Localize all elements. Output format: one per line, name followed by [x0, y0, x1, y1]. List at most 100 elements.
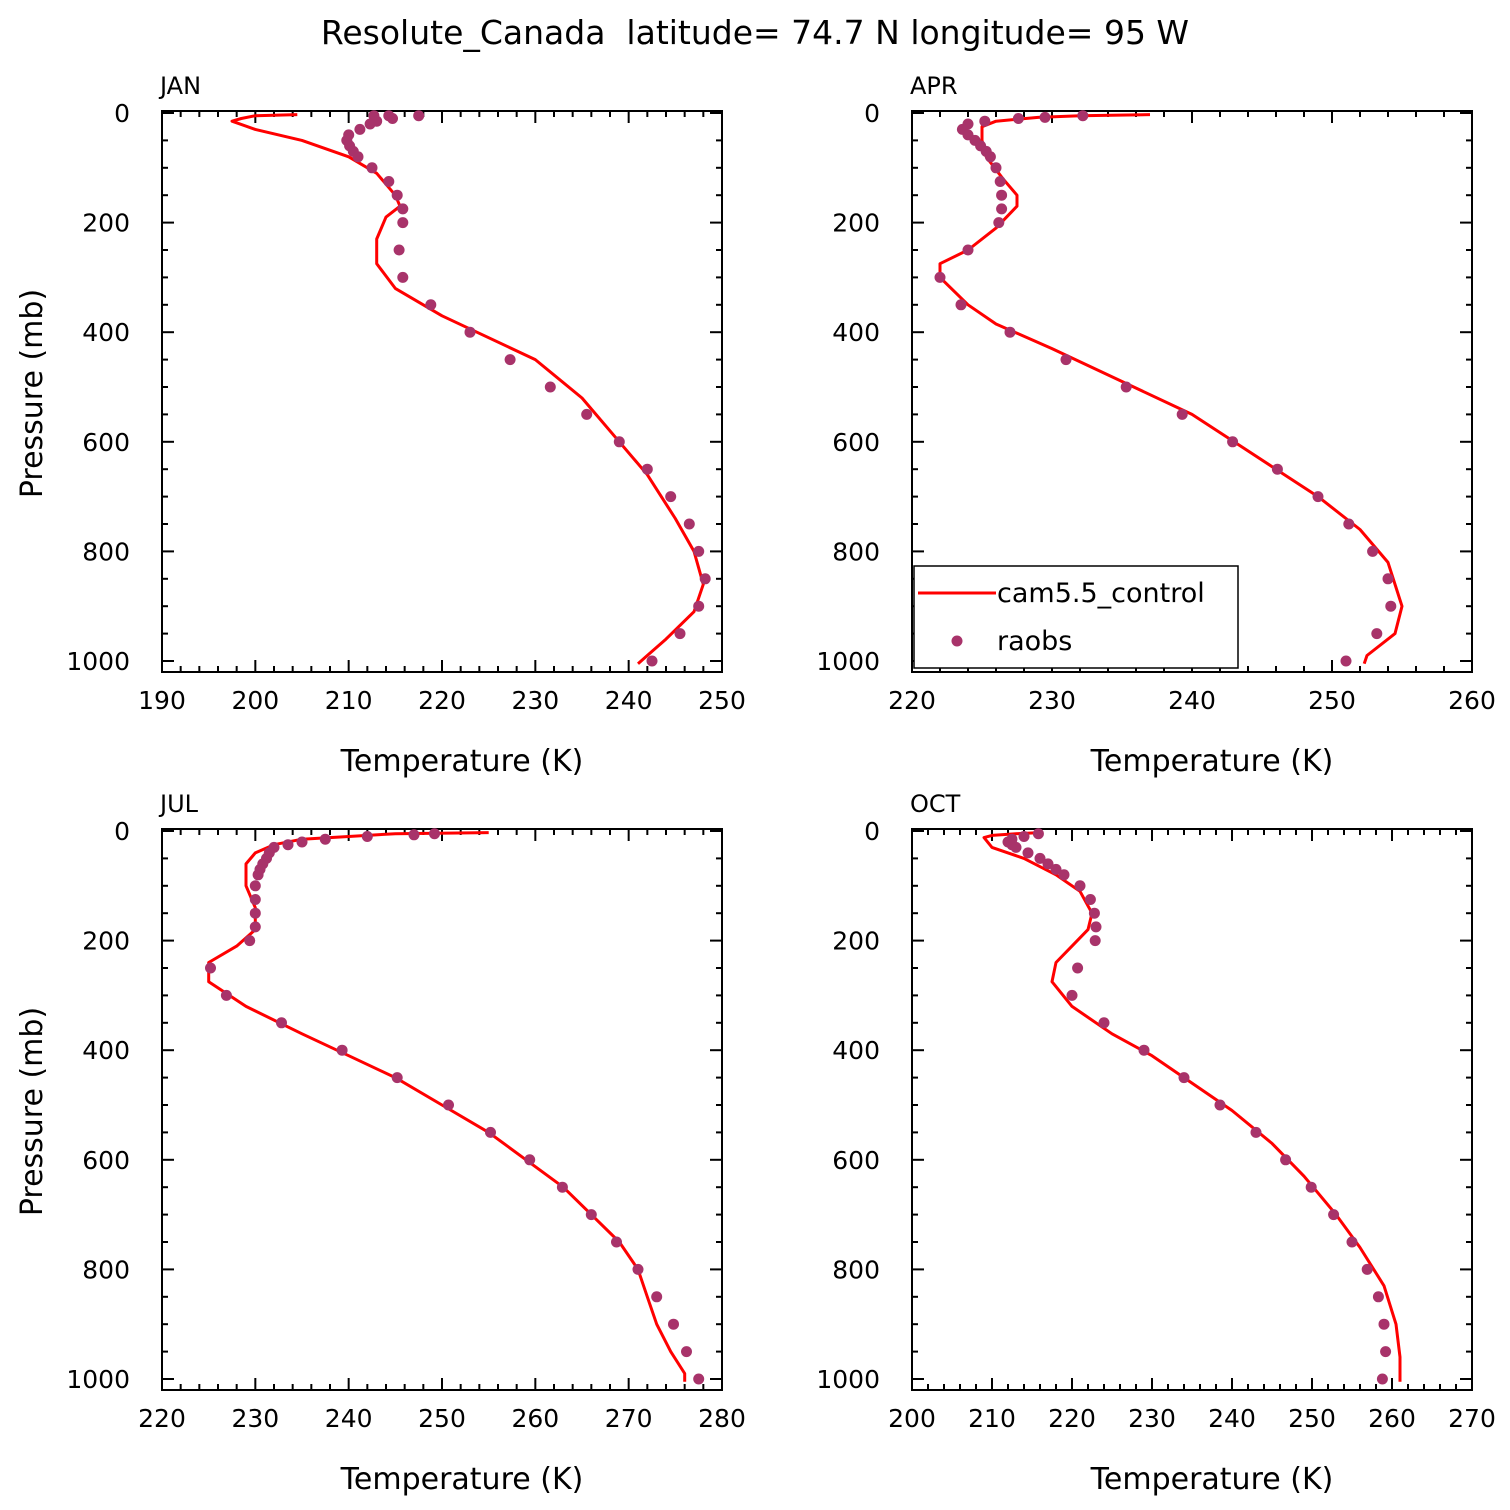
- x-tick-label: 250: [1288, 1404, 1336, 1433]
- x-tick-label: 250: [698, 686, 746, 715]
- obs-point: [352, 151, 364, 163]
- x-tick-label: 240: [1208, 1404, 1256, 1433]
- obs-point: [1178, 1072, 1190, 1084]
- obs-point: [220, 989, 232, 1001]
- y-tick-label: 1000: [816, 647, 880, 676]
- obs-point: [524, 1154, 536, 1166]
- x-tick-label: 220: [888, 686, 936, 715]
- obs-point: [1004, 326, 1016, 338]
- x-tick-label: 210: [968, 1404, 1016, 1433]
- x-tick-label: 270: [1448, 1404, 1496, 1433]
- obs-point: [391, 1072, 403, 1084]
- x-tick-label: 200: [888, 1404, 936, 1433]
- legend-box: [913, 565, 1239, 669]
- obs-point: [955, 299, 967, 311]
- panel-label: JUL: [158, 790, 199, 818]
- y-axis-title: Pressure (mb): [15, 1007, 50, 1216]
- y-tick-label: 200: [832, 927, 880, 956]
- obs-point: [632, 1263, 644, 1275]
- x-tick-label: 230: [1028, 686, 1076, 715]
- obs-point: [1271, 463, 1283, 475]
- y-tick-label: 800: [832, 1255, 880, 1284]
- chart-panel-apr: 220 230 240 250 260 0 200 400 600 800 1000 APR Tempe…: [816, 72, 1495, 779]
- obs-point: [1376, 1373, 1388, 1385]
- x-tick-label: 220: [418, 686, 466, 715]
- obs-point: [1032, 828, 1044, 840]
- x-tick-label: 260: [1368, 1404, 1416, 1433]
- obs-point: [296, 836, 308, 848]
- legend-label-obs: raobs: [997, 626, 1072, 657]
- obs-point: [1010, 841, 1022, 853]
- chart-panel-jan: 190 200 210 220 230 240 250 0 200 400 600 800 1000 JA…: [15, 72, 746, 779]
- obs-point: [699, 573, 711, 585]
- x-tick-label: 230: [1128, 1404, 1176, 1433]
- obs-point: [1340, 655, 1352, 667]
- obs-point: [1385, 600, 1397, 612]
- obs-point: [1077, 110, 1089, 122]
- obs-point: [668, 1318, 679, 1330]
- obs-point: [585, 1209, 597, 1221]
- obs-point: [282, 839, 294, 851]
- panel-label: APR: [910, 72, 958, 100]
- y-tick-label: 200: [82, 927, 130, 956]
- panel-label: OCT: [910, 790, 961, 818]
- y-tick-label: 400: [832, 1036, 880, 1065]
- x-tick-label: 220: [138, 1404, 186, 1433]
- obs-point: [1088, 907, 1100, 919]
- obs-point: [1072, 962, 1084, 974]
- obs-point: [205, 962, 216, 974]
- obs-point: [249, 907, 261, 919]
- obs-point: [249, 921, 261, 933]
- obs-point: [544, 381, 556, 393]
- obs-point: [1280, 1154, 1292, 1166]
- obs-point: [1367, 545, 1379, 557]
- obs-point: [413, 110, 425, 122]
- series-line-model: [207, 831, 687, 1382]
- obs-point: [1382, 573, 1394, 585]
- obs-point: [984, 151, 996, 163]
- obs-point: [613, 436, 625, 448]
- y-axis-title: Pressure (mb): [15, 289, 50, 498]
- obs-point: [464, 326, 476, 338]
- obs-point: [249, 894, 261, 905]
- x-tick-label: 240: [325, 1404, 373, 1433]
- obs-point: [1371, 628, 1383, 640]
- x-axis-title: Temperature (K): [1090, 1462, 1334, 1497]
- obs-point: [1074, 880, 1086, 892]
- obs-point: [990, 162, 1002, 174]
- y-tick-label: 1000: [816, 1365, 880, 1394]
- obs-point: [366, 162, 378, 174]
- legend-label-model: cam5.5_control: [997, 578, 1205, 609]
- x-axis-title: Temperature (K): [1090, 744, 1334, 779]
- obs-point: [683, 518, 695, 530]
- x-tick-label: 250: [1308, 686, 1356, 715]
- obs-point: [408, 829, 420, 841]
- obs-point: [1328, 1209, 1340, 1221]
- y-tick-label: 600: [832, 1146, 880, 1175]
- obs-point: [1050, 863, 1062, 875]
- obs-point: [996, 203, 1008, 215]
- y-tick-label: 200: [832, 209, 880, 238]
- series-line-model: [982, 831, 1402, 1382]
- x-tick-label: 240: [1168, 686, 1216, 715]
- obs-point: [391, 189, 403, 201]
- obs-point: [1214, 1099, 1226, 1111]
- panel-label: JAN: [158, 72, 201, 100]
- obs-point: [1250, 1126, 1262, 1138]
- y-tick-label: 1000: [66, 1365, 130, 1394]
- obs-point: [556, 1181, 568, 1193]
- y-tick-label: 800: [832, 537, 880, 566]
- obs-point: [993, 217, 1005, 229]
- obs-point: [962, 244, 974, 256]
- obs-point: [693, 1373, 705, 1385]
- obs-point: [361, 831, 373, 842]
- obs-point: [1058, 869, 1070, 881]
- obs-point: [693, 600, 705, 612]
- x-tick-label: 230: [511, 686, 559, 715]
- y-tick-label: 0: [114, 99, 130, 128]
- y-tick-label: 200: [82, 209, 130, 238]
- y-tick-label: 600: [82, 1146, 130, 1175]
- obs-point: [651, 1291, 663, 1303]
- y-tick-label: 800: [82, 1255, 130, 1284]
